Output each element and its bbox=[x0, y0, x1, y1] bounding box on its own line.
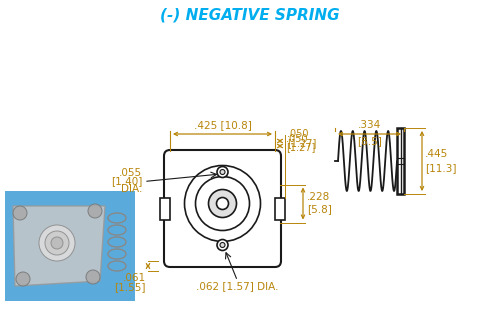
Circle shape bbox=[88, 204, 102, 218]
Bar bbox=[397, 128, 404, 194]
Text: [5.8]: [5.8] bbox=[307, 205, 332, 214]
Circle shape bbox=[45, 231, 69, 255]
FancyBboxPatch shape bbox=[164, 150, 281, 267]
Circle shape bbox=[217, 240, 228, 251]
Text: [1.55]: [1.55] bbox=[114, 282, 146, 292]
Text: .050: .050 bbox=[286, 134, 308, 144]
Text: DIA.: DIA. bbox=[120, 184, 142, 195]
Text: .445: .445 bbox=[425, 149, 448, 159]
Circle shape bbox=[196, 176, 250, 230]
Circle shape bbox=[220, 169, 225, 174]
Bar bbox=[275, 198, 285, 219]
Circle shape bbox=[86, 270, 100, 284]
Polygon shape bbox=[13, 206, 105, 286]
Text: (-) NEGATIVE SPRING: (-) NEGATIVE SPRING bbox=[160, 8, 340, 23]
Circle shape bbox=[217, 167, 228, 177]
Bar bbox=[5, 191, 135, 301]
Text: .055: .055 bbox=[119, 168, 142, 178]
Circle shape bbox=[184, 166, 260, 242]
Text: .228: .228 bbox=[307, 193, 330, 203]
Text: [1.40]: [1.40] bbox=[110, 176, 142, 186]
Circle shape bbox=[13, 206, 27, 220]
Text: [1.27]: [1.27] bbox=[287, 138, 316, 148]
Circle shape bbox=[208, 190, 236, 217]
Circle shape bbox=[16, 272, 30, 286]
Circle shape bbox=[220, 243, 225, 248]
Text: .062 [1.57] DIA.: .062 [1.57] DIA. bbox=[196, 281, 279, 291]
Text: .050: .050 bbox=[287, 129, 308, 139]
Text: [8.5]: [8.5] bbox=[357, 136, 382, 146]
Text: .334: .334 bbox=[358, 120, 381, 130]
Circle shape bbox=[51, 237, 63, 249]
Text: .061: .061 bbox=[123, 273, 146, 283]
Circle shape bbox=[39, 225, 75, 261]
Bar bbox=[160, 198, 170, 219]
Text: [1.27]: [1.27] bbox=[286, 142, 316, 152]
Text: [11.3]: [11.3] bbox=[425, 163, 456, 173]
Text: .425 [10.8]: .425 [10.8] bbox=[194, 120, 252, 130]
Circle shape bbox=[216, 198, 228, 210]
